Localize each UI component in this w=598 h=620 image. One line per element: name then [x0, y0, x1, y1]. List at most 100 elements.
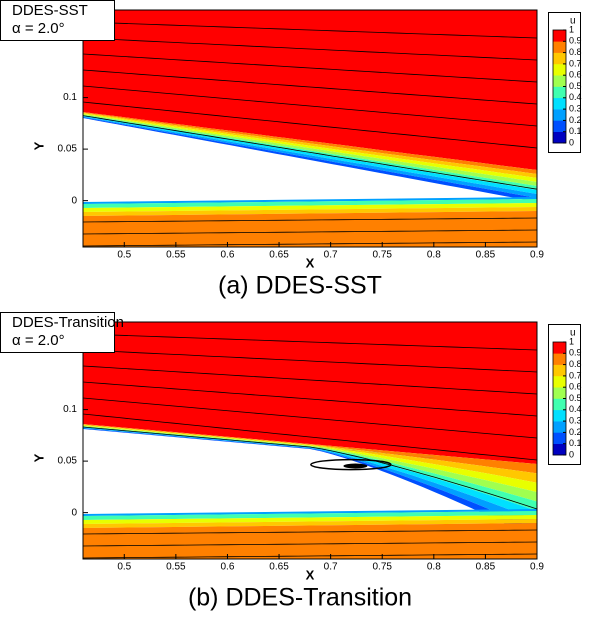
colorbar-band — [553, 421, 566, 433]
colorbar-tick-label: 0.5 — [569, 81, 582, 91]
wake-band — [83, 519, 537, 528]
lower-region — [83, 211, 537, 247]
colorbar-band — [553, 387, 566, 399]
colorbar-tick-label: 0.1 — [569, 126, 582, 136]
colorbar-band — [553, 432, 566, 444]
streamline — [82, 529, 538, 535]
shear-layer-band — [83, 115, 537, 194]
streamline — [82, 381, 538, 417]
x-tick-label: 0.5 — [117, 562, 131, 573]
freestream-region — [83, 322, 537, 464]
label-box — [0, 0, 115, 41]
x-tick-label: 0.9 — [530, 562, 544, 573]
colorbar-tick-label: 0.1 — [569, 438, 582, 448]
x-tick-label: 0.65 — [269, 250, 289, 261]
plot-title: DDES-SST — [12, 2, 88, 19]
plot-frame — [82, 321, 538, 560]
streamline — [82, 333, 538, 351]
label-box — [0, 312, 115, 353]
shear-layer-band — [83, 117, 537, 202]
contour-plot: 0.5 0.55 0.6 0.65 0.7 0.75 0.8 0.85 0.9 0 0.05 0.1 X… — [0, 312, 582, 612]
x-tick-label: 0.6 — [221, 562, 235, 573]
colorbar-tick-label: 0.8 — [569, 359, 582, 369]
wake-band — [83, 203, 537, 212]
x-tick-label: 0.65 — [269, 562, 289, 573]
colorbar-tick-label: 0.3 — [569, 415, 582, 425]
caption: (b) DDES-Transition — [188, 584, 412, 612]
colorbar-band — [553, 364, 566, 377]
colorbar-band — [553, 375, 566, 388]
shear-layer-band — [83, 116, 537, 198]
colorbar-tick-label: 1 — [569, 24, 574, 34]
shear-layer-band — [83, 112, 537, 178]
colorbar-band — [553, 75, 566, 87]
colorbar-tick-label: 0.9 — [569, 36, 582, 46]
colorbar-band — [553, 443, 566, 456]
streamline — [82, 349, 538, 373]
colorbar-tick-label: 0.2 — [569, 427, 582, 437]
shear-layer-band — [83, 113, 537, 182]
x-tick-label: 0.9 — [530, 250, 544, 261]
x-axis-label: X — [306, 567, 315, 582]
colorbar-tick-label: 0 — [569, 137, 574, 147]
streamline — [82, 541, 538, 547]
colorbar-band — [553, 52, 566, 65]
colorbar-tick-label: 0.2 — [569, 115, 582, 125]
colorbar-tick-label: 0.4 — [569, 92, 582, 102]
colorbar-tick-label: 0.7 — [569, 58, 582, 68]
shear-layer-band — [83, 112, 537, 174]
colorbar-tick-label: 1 — [569, 336, 574, 346]
streamline — [82, 101, 538, 149]
wake-band — [83, 509, 537, 516]
colorbar-band — [553, 109, 566, 121]
colorbar-band — [553, 30, 566, 42]
wake-band — [83, 199, 537, 208]
lower-region — [83, 523, 537, 559]
y-tick-label: 0 — [71, 195, 77, 206]
x-tick-label: 0.7 — [324, 250, 338, 261]
colorbar-band — [553, 353, 566, 365]
x-tick-label: 0.55 — [166, 562, 186, 573]
colorbar-tick-label: 0.7 — [569, 370, 582, 380]
separation-edge — [137, 430, 438, 458]
y-axis-label: Y — [31, 453, 46, 462]
shear-layer-band — [83, 427, 537, 530]
colorbar-band — [553, 398, 566, 411]
colorbar-band — [553, 86, 566, 99]
streamline — [82, 365, 538, 395]
colorbar-tick-label: 0.6 — [569, 70, 582, 80]
x-tick-label: 0.8 — [427, 250, 441, 261]
annotation: α = 2.0° — [12, 332, 65, 349]
x-tick-label: 0.75 — [372, 562, 392, 573]
plot-frame — [82, 9, 538, 248]
x-tick-label: 0.55 — [166, 250, 186, 261]
colorbar-band — [553, 131, 566, 144]
x-tick-label: 0.6 — [221, 250, 235, 261]
colorbar-band — [553, 97, 566, 110]
x-tick-label: 0.8 — [427, 562, 441, 573]
y-tick-label: 0.05 — [58, 144, 78, 155]
colorbar-tick-label: 0.3 — [569, 103, 582, 113]
wake-band — [83, 207, 537, 216]
recirculation-core — [343, 463, 368, 469]
colorbar-tick-label: 0 — [569, 449, 574, 459]
colorbar-tick-label: 0.4 — [569, 404, 582, 414]
colorbar-tick-label: 0.8 — [569, 47, 582, 57]
streamline — [82, 53, 538, 83]
recirculation-core — [310, 458, 392, 471]
colorbar-title: u — [570, 328, 576, 339]
streamline — [82, 553, 538, 559]
x-tick-label: 0.75 — [372, 250, 392, 261]
colorbar-band — [553, 41, 566, 53]
shear-layer-band — [83, 114, 537, 186]
colorbar-tick-label: 0.6 — [569, 382, 582, 392]
wake-band — [83, 515, 537, 524]
y-axis-label: Y — [31, 141, 46, 150]
streamline — [82, 217, 538, 223]
colorbar-band — [553, 120, 566, 132]
streamline — [82, 413, 538, 461]
plot-title: DDES-Transition — [12, 314, 124, 331]
colorbar-tick-label: 0.9 — [569, 348, 582, 358]
caption: (a) DDES-SST — [218, 272, 382, 300]
